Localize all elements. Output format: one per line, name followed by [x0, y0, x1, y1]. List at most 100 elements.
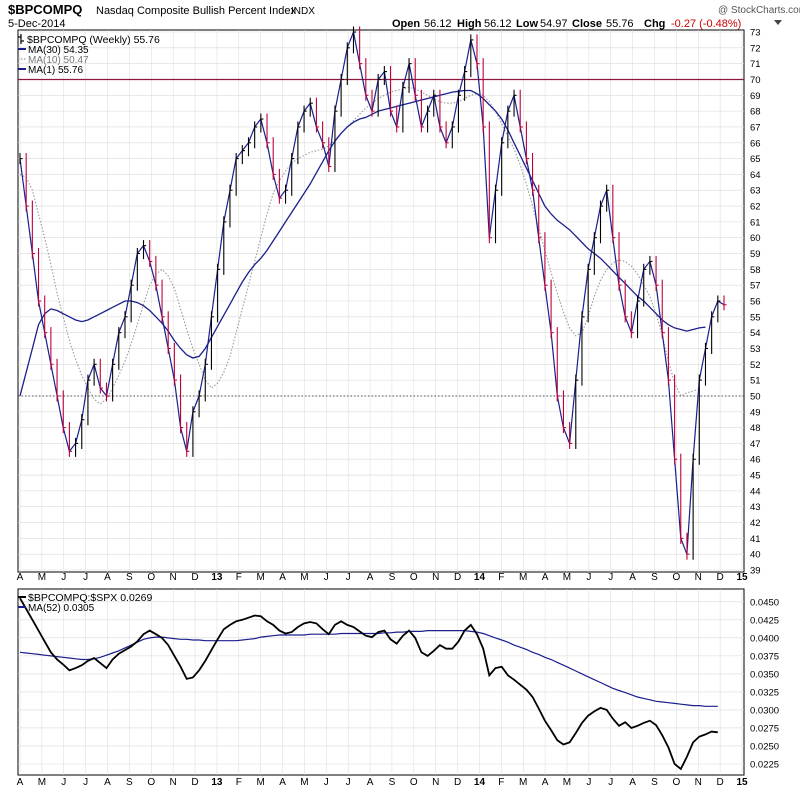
price-y-tick-label: 44	[750, 486, 761, 497]
legend-item-price: $BPCOMPQ (Weekly) 55.76	[18, 34, 160, 46]
high-label: High	[457, 18, 482, 30]
axis-layer: 39 40 41 42 43 44 45 46 47 48 49 50 51 52 53 54 55 56 57 58…	[17, 28, 779, 789]
ratio-y-tick-label: 0.0350	[750, 669, 779, 680]
price-y-tick-label: 72	[750, 43, 761, 54]
close-value: 55.76	[606, 18, 634, 30]
ratio-y-tick-label: 0.0300	[750, 705, 779, 716]
price-y-tick-label: 61	[750, 217, 761, 228]
price-x-tick-label: A	[542, 572, 549, 583]
stockcharts-watermark: @ StockCharts.com	[718, 5, 800, 16]
price-x-tick-label: M	[519, 572, 527, 583]
low-label: Low	[516, 18, 538, 30]
price-x-tick-label: 13	[211, 572, 223, 583]
price-y-tick-label: 73	[750, 28, 761, 39]
ma52-line	[19, 629, 718, 707]
price-y-tick-label: 63	[750, 186, 761, 197]
ratio-x-tick-label: J	[346, 777, 351, 788]
price-x-tick-label: F	[236, 572, 242, 583]
series-layer	[18, 26, 744, 771]
price-x-tick-label: N	[695, 572, 702, 583]
exchange-label: INDX	[291, 6, 315, 17]
chg-caret-icon[interactable]	[774, 20, 782, 25]
ratio-x-tick-label: M	[256, 777, 264, 788]
legend-item-ma1: MA(1) 55.76	[18, 65, 83, 76]
price-x-tick-label: O	[672, 572, 680, 583]
price-y-tick-label: 45	[750, 471, 761, 482]
ratio-x-tick-label: M	[300, 777, 308, 788]
price-y-tick-label: 56	[750, 297, 761, 308]
price-y-tick-label: 67	[750, 122, 761, 133]
legend-ratio-text: $BPCOMPQ:$SPX 0.0269	[28, 592, 152, 604]
price-x-tick-label: 15	[736, 572, 748, 583]
price-y-tick-label: 68	[750, 107, 761, 118]
ratio-x-tick-label: D	[717, 777, 724, 788]
ratio-x-tick-label: J	[586, 777, 591, 788]
price-x-tick-label: J	[346, 572, 351, 583]
open-label: Open	[392, 18, 420, 30]
price-x-tick-label: O	[147, 572, 155, 583]
ratio-x-tick-label: A	[17, 777, 24, 788]
ratio-x-tick-label: F	[498, 777, 504, 788]
price-y-tick-label: 48	[750, 423, 761, 434]
ratio-x-tick-label: N	[170, 777, 177, 788]
ratio-y-tick-label: 0.0450	[750, 597, 779, 608]
price-x-tick-label: M	[563, 572, 571, 583]
legend-item-ma52: MA(52) 0.0305	[18, 603, 95, 614]
price-x-tick-label: F	[498, 572, 504, 583]
price-x-tick-label: 14	[474, 572, 486, 583]
price-y-tick-label: 55	[750, 312, 761, 323]
ratio-x-tick-label: S	[651, 777, 658, 788]
price-y-tick-label: 57	[750, 281, 761, 292]
ratio-x-tick-label: 15	[736, 777, 748, 788]
price-y-tick-label: 51	[750, 376, 761, 387]
ratio-y-tick-label: 0.0425	[750, 615, 779, 626]
price-x-tick-label: J	[608, 572, 613, 583]
chg-label: Chg	[644, 18, 665, 30]
ratio-x-tick-label: F	[236, 777, 242, 788]
price-y-tick-label: 41	[750, 534, 761, 545]
price-x-tick-label: M	[256, 572, 264, 583]
price-y-tick-label: 62	[750, 202, 761, 213]
ratio-x-tick-label: O	[410, 777, 418, 788]
ratio-x-tick-label: 13	[211, 777, 223, 788]
legend-item-ma30: MA(30) 54.35	[18, 45, 89, 56]
ratio-line	[19, 597, 718, 771]
legend-ma1-text: MA(1) 55.76	[28, 65, 83, 76]
legend-ma30-text: MA(30) 54.35	[28, 45, 89, 56]
chg-value: -0.27 (-0.48%)	[671, 18, 741, 30]
price-x-tick-label: D	[717, 572, 724, 583]
ratio-x-tick-label: M	[38, 777, 46, 788]
index-name-label: Nasdaq Composite Bullish Percent Index	[96, 5, 296, 17]
ratio-y-tick-label: 0.0325	[750, 687, 779, 698]
ratio-x-tick-label: D	[191, 777, 198, 788]
price-x-tick-label: S	[651, 572, 658, 583]
ratio-x-tick-label: N	[432, 777, 439, 788]
price-x-tick-label: J	[83, 572, 88, 583]
price-y-tick-label: 54	[750, 328, 761, 339]
price-x-tick-label: D	[191, 572, 198, 583]
legend-price-text: $BPCOMPQ (Weekly) 55.76	[27, 34, 160, 46]
ratio-x-tick-label: M	[563, 777, 571, 788]
chart-header: $BPCOMPQ Nasdaq Composite Bullish Percen…	[8, 2, 800, 30]
price-x-tick-label: A	[17, 572, 24, 583]
ratio-y-tick-label: 0.0275	[750, 723, 779, 734]
ratio-x-tick-label: N	[695, 777, 702, 788]
open-value: 56.12	[424, 18, 452, 30]
ratio-x-tick-label: A	[367, 777, 374, 788]
ratio-y-tick-label: 0.0250	[750, 741, 779, 752]
price-y-tick-label: 58	[750, 265, 761, 276]
price-x-tick-label: S	[126, 572, 133, 583]
close-label: Close	[572, 18, 602, 30]
chart-date-label: 5-Dec-2014	[8, 18, 65, 30]
price-y-tick-label: 65	[750, 154, 761, 165]
ratio-x-tick-label: J	[83, 777, 88, 788]
price-y-tick-label: 60	[750, 233, 761, 244]
low-value: 54.97	[540, 18, 568, 30]
price-x-tick-label: J	[586, 572, 591, 583]
symbol-label: $BPCOMPQ	[8, 2, 82, 17]
ratio-x-tick-label: D	[454, 777, 461, 788]
price-y-tick-label: 46	[750, 455, 761, 466]
legend-bottom: $BPCOMPQ:$SPX 0.0269 MA(52) 0.0305	[18, 592, 152, 614]
price-y-tick-label: 71	[750, 59, 761, 70]
ma10-line	[19, 86, 700, 405]
